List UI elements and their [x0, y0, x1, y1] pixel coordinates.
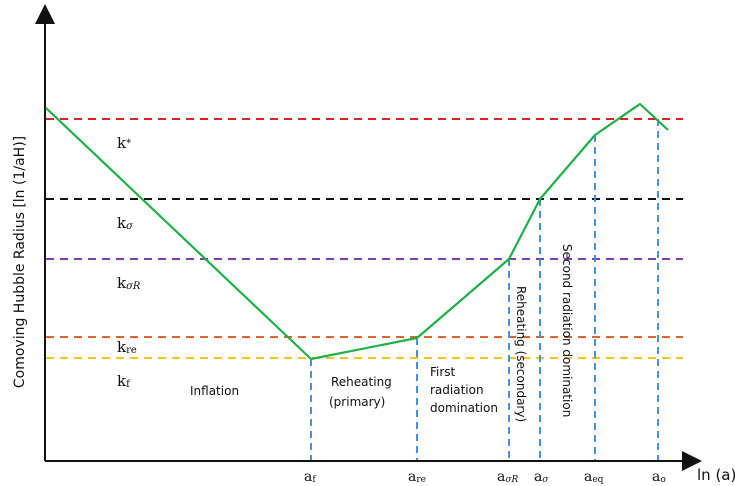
region-reheating-primary-line1: Reheating: [331, 375, 392, 389]
region-first-rad-line1: First: [430, 365, 456, 379]
label-k-f: kf: [117, 372, 131, 390]
region-first-rad-line3: domination: [430, 401, 498, 415]
tick-a-f: af: [304, 469, 316, 485]
label-k-sigmaR: kσR: [117, 274, 141, 292]
region-reheating-secondary: Reheating (secondary): [514, 286, 528, 422]
tick-a-eq: aeq: [584, 469, 604, 485]
region-reheating-primary-line2: (primary): [329, 395, 385, 409]
tick-a-o: ao: [652, 469, 666, 485]
tick-a-sigma: aσ: [534, 469, 549, 485]
label-k-sigma: kσ: [117, 214, 134, 232]
y-axis-label: Comoving Hubble Radius [ln (1/aH)]: [12, 136, 28, 388]
label-k-re: kre: [117, 338, 137, 356]
region-inflation: Inflation: [190, 384, 239, 398]
region-first-rad-line2: radiation: [430, 383, 484, 397]
tick-a-sigmaR: aσR: [497, 469, 519, 485]
x-axis-label: ln (a): [697, 466, 735, 484]
label-k-star: k*: [117, 134, 131, 152]
tick-a-re: are: [408, 469, 426, 485]
region-second-rad: Second radiation domination: [560, 244, 574, 417]
hubble-radius-curve: [45, 102, 669, 361]
